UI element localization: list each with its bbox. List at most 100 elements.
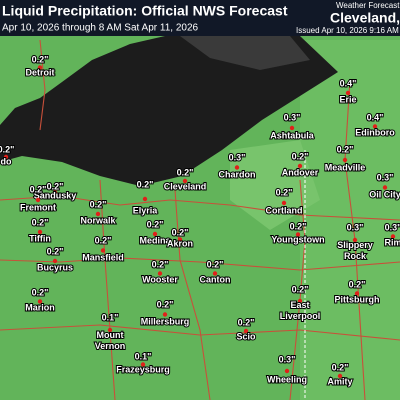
precip-value: 0.4" [340, 78, 357, 88]
precip-value: 0.3" [229, 152, 246, 162]
lake-erie [0, 36, 338, 186]
city-name: Meadville [325, 162, 366, 172]
city-name: Norwalk [80, 215, 116, 225]
issued: Issued Apr 10, 2026 9:16 AM [296, 26, 399, 35]
precip-value: 0.2" [95, 235, 112, 245]
title: Liquid Precipitation: Official NWS Forec… [2, 3, 288, 19]
city-dot [140, 362, 146, 367]
precip-value: 0.2" [337, 144, 354, 154]
city-dot [295, 232, 301, 237]
precip-value: 0.2" [32, 287, 49, 297]
precip-value: 0.2" [207, 259, 224, 269]
precip-value: 0.2" [349, 279, 366, 289]
precip-value: 0.3" [377, 172, 394, 182]
city-dot [212, 271, 218, 276]
city-dot [289, 125, 295, 131]
city-name: Cleveland [164, 181, 207, 191]
precip-value: 0.2" [177, 167, 194, 177]
city-dot [37, 65, 43, 70]
precip-value: 0.2" [238, 317, 255, 327]
city-dot [234, 165, 240, 170]
precip-value: 0.2" [137, 179, 154, 189]
city-name: Mount Vernon [95, 330, 126, 351]
roads [0, 39, 400, 400]
city-name: Akron [167, 238, 193, 248]
city-dot [52, 190, 58, 195]
precip-value: 0.2" [32, 217, 49, 227]
city-name: Scio [236, 331, 256, 341]
city-name: Rim [384, 237, 400, 247]
precip-value: 0.2" [47, 246, 64, 256]
city-name: Wooster [142, 274, 178, 284]
city-dot [337, 373, 343, 379]
precip-value: 0.2" [276, 187, 293, 197]
lake-shade [180, 36, 310, 70]
city-name: Sandusky [34, 190, 77, 200]
city-name: East Liverpool [280, 300, 321, 321]
city-dot [354, 291, 360, 296]
city-name: Erie [339, 94, 356, 104]
city-name: Fremont [20, 202, 56, 212]
precip-value: 0.1" [135, 351, 152, 361]
location: Cleveland, [330, 10, 400, 26]
precip-value: 0.2" [30, 184, 47, 194]
precip-value: 0.2" [157, 299, 174, 309]
precip-value: 0.2" [290, 221, 307, 231]
city-dot [100, 248, 106, 253]
city-dot [382, 185, 388, 190]
wet-patch [230, 140, 320, 230]
land-patch [300, 40, 400, 400]
city-dot [297, 298, 303, 304]
city-dot [182, 178, 188, 184]
city-dot [297, 163, 303, 169]
city-dot [95, 211, 101, 217]
precip-value: 0.2" [47, 181, 64, 191]
city-name: Detroit [26, 67, 55, 77]
city-dot [152, 231, 158, 237]
city-name: Mansfield [82, 252, 124, 262]
precip-value: 0.2" [0, 144, 14, 154]
city-dot [345, 90, 351, 96]
precip-value: 0.2" [292, 151, 309, 161]
city-dot [37, 299, 43, 304]
city-name: Edinboro [355, 127, 395, 137]
city-dot [52, 258, 58, 264]
city-name: do [1, 156, 12, 166]
city-name: Cortland [266, 205, 303, 215]
city-name: Marion [25, 302, 55, 312]
city-name: Millersburg [141, 316, 190, 326]
city-name: Amity [327, 376, 352, 386]
city-dot [352, 237, 358, 243]
city-name: Tiffin [29, 233, 51, 243]
precip-value: 0.2" [32, 54, 49, 64]
precip-value: 0.2" [90, 199, 107, 209]
city-dot [162, 312, 168, 317]
city-dot [37, 229, 43, 235]
precip-value: 0.1" [102, 312, 119, 322]
precip-value: 0.3" [284, 112, 301, 122]
city-name: Bucyrus [37, 262, 73, 272]
city-dot [107, 327, 113, 333]
city-dot [342, 157, 348, 163]
office: Weather Forecast O [336, 1, 400, 10]
city-name: Andover [282, 167, 319, 177]
city-name: Frazeysburg [116, 364, 170, 374]
city-dot [390, 234, 396, 239]
subtitle: Apr 10, 2026 through 8 AM Sat Apr 11, 20… [2, 23, 199, 34]
city-dot [284, 368, 290, 374]
precip-value: 0.3" [279, 354, 296, 364]
city-name: Oil City [369, 189, 400, 199]
header-bar [0, 0, 400, 36]
precip-value: 0.2" [152, 259, 169, 269]
precip-value: 0.2" [172, 227, 189, 237]
city-name: Ashtabula [270, 130, 315, 140]
city-dot [3, 154, 9, 160]
precip-value: 0.2" [332, 362, 349, 372]
city-name: Wheeling [267, 374, 307, 384]
city-name: Pittsburgh [335, 294, 380, 304]
city-dot [372, 124, 378, 129]
city-name: Chardon [219, 169, 256, 179]
city-dot [243, 328, 249, 334]
